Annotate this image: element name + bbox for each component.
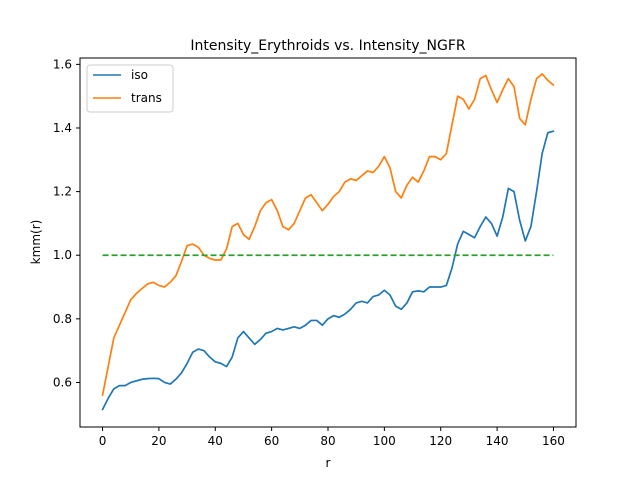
x-tick-label: 80 bbox=[320, 434, 335, 448]
y-tick-label: 0.8 bbox=[53, 312, 72, 326]
x-axis-ticks: 0 20 40 60 80 100 120 140 160 bbox=[99, 427, 565, 448]
series-line-iso bbox=[101, 130, 555, 411]
legend-label-trans: trans bbox=[131, 91, 162, 105]
x-tick-label: 60 bbox=[264, 434, 279, 448]
x-tick-label: 160 bbox=[542, 434, 565, 448]
series-line-trans bbox=[101, 73, 555, 397]
y-tick-label: 1.6 bbox=[53, 57, 72, 71]
y-axis-ticks: 0.6 0.8 1.0 1.2 1.4 1.6 bbox=[53, 57, 80, 389]
x-tick-label: 0 bbox=[99, 434, 107, 448]
legend: iso trans bbox=[86, 64, 174, 113]
plot-area bbox=[80, 58, 576, 427]
y-tick-label: 1.0 bbox=[53, 248, 72, 262]
x-tick-label: 120 bbox=[429, 434, 452, 448]
x-tick-label: 140 bbox=[486, 434, 509, 448]
y-tick-label: 0.6 bbox=[53, 375, 72, 389]
x-axis-label: r bbox=[326, 456, 331, 470]
x-tick-label: 40 bbox=[208, 434, 223, 448]
x-tick-label: 20 bbox=[151, 434, 166, 448]
plot-frame bbox=[79, 57, 577, 428]
chart-title: Intensity_Erythroids vs. Intensity_NGFR bbox=[190, 38, 466, 54]
y-tick-label: 1.4 bbox=[53, 121, 72, 135]
legend-box bbox=[86, 64, 174, 113]
series-layer bbox=[101, 73, 555, 411]
y-axis-label: kmm(r) bbox=[29, 220, 43, 265]
x-tick-label: 100 bbox=[373, 434, 396, 448]
y-tick-label: 1.2 bbox=[53, 185, 72, 199]
legend-label-iso: iso bbox=[131, 68, 148, 82]
